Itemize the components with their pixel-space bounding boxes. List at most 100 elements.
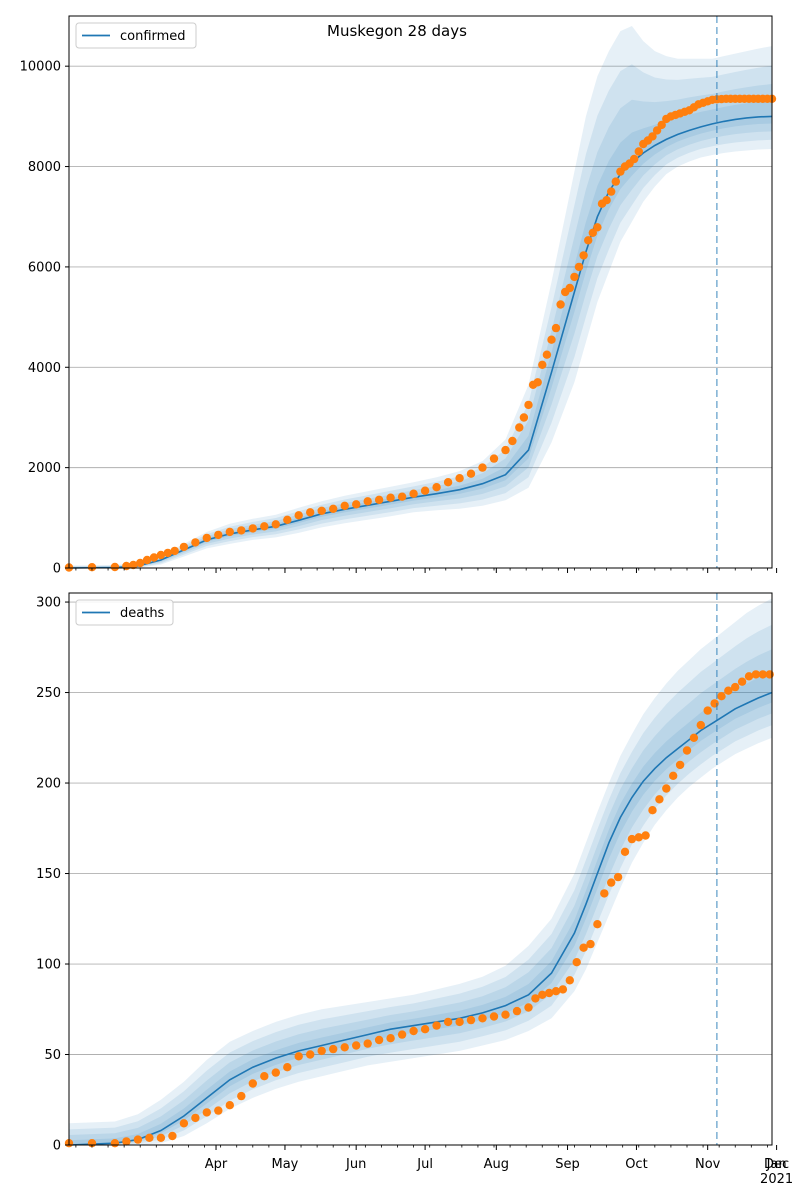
- observed-point: [214, 530, 223, 540]
- axes-frame: [68, 15, 773, 569]
- observed-point: [294, 511, 303, 520]
- observed-point: [340, 1043, 349, 1052]
- observed-point: [317, 506, 326, 515]
- x-tick-label: Sep: [555, 1157, 580, 1172]
- observed-point: [565, 283, 574, 293]
- observed-point: [386, 493, 395, 502]
- observed-point: [329, 504, 338, 513]
- observed-point: [110, 1139, 120, 1148]
- observed-point: [579, 251, 588, 260]
- observed-point: [409, 489, 418, 498]
- observed-point: [648, 806, 657, 815]
- observed-point: [129, 560, 138, 570]
- observed-point: [432, 483, 441, 492]
- y-tick-label: 8000: [28, 160, 61, 175]
- y-tick-label: 0: [53, 562, 61, 577]
- confidence-band-2: [69, 64, 772, 569]
- observed-point: [466, 469, 476, 478]
- observed-point: [634, 833, 643, 842]
- observed-point: [191, 1113, 200, 1123]
- observed-point: [237, 1091, 246, 1101]
- observed-point: [136, 558, 145, 568]
- y-tick-label: 4000: [28, 361, 61, 376]
- observed-point: [501, 445, 510, 455]
- y-tick-label: 150: [36, 867, 61, 882]
- observed-point: [531, 994, 540, 1003]
- observed-point: [443, 478, 453, 487]
- observed-point: [501, 1010, 510, 1019]
- observed-point: [538, 990, 547, 999]
- observed-point: [363, 497, 372, 506]
- observed-point: [570, 272, 579, 282]
- observed-point: [168, 1131, 177, 1141]
- observed-point: [508, 436, 517, 446]
- confidence-band-3: [69, 84, 772, 568]
- observed-point: [352, 500, 361, 509]
- observed-point: [524, 400, 533, 410]
- confidence-band-3: [69, 649, 772, 1145]
- observed-point: [572, 958, 581, 967]
- observed-point: [260, 1072, 269, 1081]
- observed-point: [306, 1050, 315, 1059]
- observed-point: [565, 976, 574, 985]
- observed-point: [110, 562, 120, 572]
- observed-point: [260, 522, 269, 531]
- x-tick-label: May: [272, 1157, 299, 1172]
- confidence-band-4: [69, 671, 772, 1145]
- observed-point: [600, 889, 609, 898]
- observed-point: [179, 1119, 189, 1128]
- axes-frame: [68, 592, 773, 1146]
- fit-line: [68, 115, 773, 569]
- confidence-band-2: [69, 624, 772, 1145]
- observed-point: [533, 378, 542, 387]
- observed-point: [329, 1044, 338, 1054]
- observed-point: [466, 1015, 476, 1025]
- observed-point: [122, 1137, 131, 1146]
- observed-point: [744, 672, 754, 681]
- observed-point: [374, 1035, 384, 1045]
- observed-point: [156, 550, 166, 560]
- observed-point: [669, 771, 678, 780]
- y-tick-label: 100: [36, 958, 61, 973]
- observed-point: [87, 563, 97, 572]
- legend-box: [75, 599, 174, 626]
- confidence-band-1: [69, 598, 772, 1145]
- observed-point: [340, 501, 349, 510]
- observed-point: [179, 542, 189, 552]
- y-tick-label: 50: [44, 1048, 61, 1063]
- observed-point: [584, 236, 593, 245]
- observed-point: [696, 720, 705, 730]
- y-tick-label: 6000: [28, 260, 61, 275]
- x-tick-label: Oct: [625, 1157, 647, 1172]
- observed-point: [489, 454, 499, 463]
- observed-point: [374, 495, 384, 504]
- y-tick-label: 300: [36, 596, 61, 611]
- observed-point: [202, 533, 211, 543]
- observed-point: [574, 262, 584, 272]
- observed-point: [611, 177, 620, 186]
- x-tick-label: Nov: [695, 1157, 721, 1172]
- confidence-band-1: [69, 26, 772, 568]
- observed-point: [630, 154, 639, 164]
- observed-point: [145, 1133, 154, 1143]
- observed-point: [519, 413, 529, 422]
- observed-point: [294, 1052, 303, 1061]
- observed-point: [397, 492, 407, 501]
- observed-point: [731, 682, 740, 692]
- observed-point: [515, 423, 524, 432]
- observed-point: [765, 670, 774, 679]
- observed-point: [545, 988, 554, 998]
- x-tick-label: Apr: [205, 1157, 228, 1172]
- fit-line: [68, 691, 773, 1146]
- observed-point: [156, 1133, 166, 1143]
- observed-point: [512, 1006, 522, 1016]
- observed-point: [556, 300, 565, 309]
- observed-point: [648, 132, 657, 141]
- observed-point: [542, 350, 552, 359]
- observed-point: [397, 1030, 407, 1039]
- observed-point: [547, 335, 556, 344]
- observed-point: [751, 670, 761, 679]
- observed-point: [317, 1046, 326, 1056]
- observed-point: [682, 746, 692, 755]
